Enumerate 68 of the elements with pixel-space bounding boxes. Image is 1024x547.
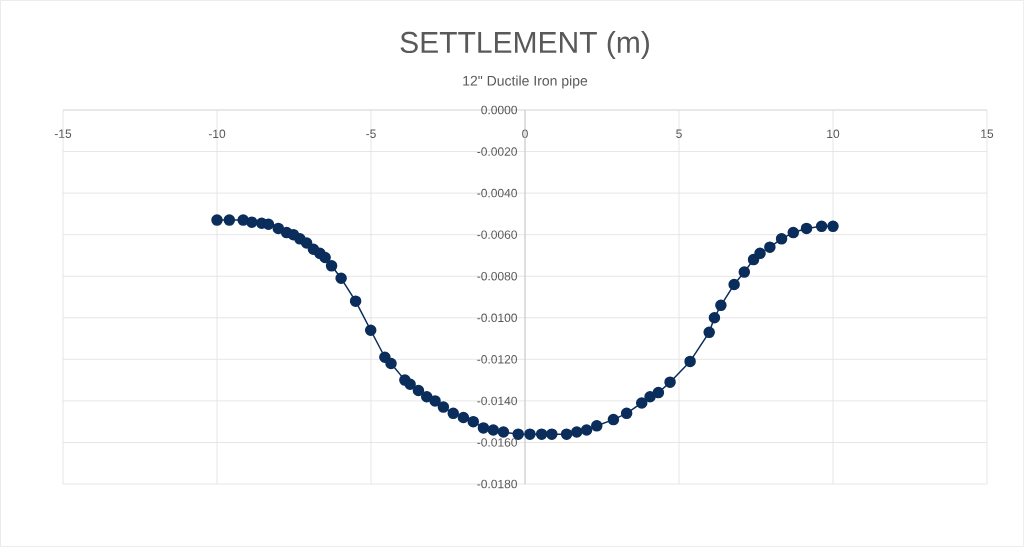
point [635, 397, 648, 409]
point [512, 428, 524, 440]
point [211, 214, 223, 226]
point [764, 241, 776, 253]
x-tick-label: -5 [366, 129, 376, 138]
point [708, 312, 721, 324]
point [385, 357, 397, 370]
y-tick-label: -0.0160 [477, 438, 518, 447]
point [223, 214, 236, 226]
point [364, 324, 377, 336]
x-tick-label: 0 [522, 129, 528, 139]
y-tick-label: 0.0000 [481, 105, 518, 115]
point [447, 407, 459, 420]
y-tick-label: -0.0080 [477, 271, 518, 281]
chart-title: SETTLEMENT (m) [400, 31, 649, 59]
point [535, 428, 548, 440]
point [319, 251, 331, 264]
y-tick-label: -0.0040 [477, 188, 518, 198]
point [644, 390, 656, 403]
y-tick-label: -0.0140 [477, 396, 518, 406]
point [477, 422, 490, 434]
point [349, 295, 362, 307]
point [800, 222, 813, 235]
point [300, 237, 313, 249]
y-tick-label: -0.0180 [477, 479, 518, 489]
point [412, 384, 425, 397]
point [325, 260, 338, 272]
point [487, 424, 500, 436]
point [591, 420, 603, 432]
point [560, 428, 573, 440]
point [728, 278, 740, 291]
point [754, 247, 766, 260]
point [815, 220, 828, 233]
point [467, 415, 480, 428]
point [524, 428, 536, 440]
point [703, 326, 715, 339]
point [775, 233, 788, 245]
y-tick-label: -0.0120 [477, 355, 518, 364]
point [652, 386, 665, 399]
point [827, 220, 839, 233]
point [580, 424, 593, 436]
point [246, 216, 258, 228]
point [715, 299, 727, 312]
point [272, 222, 285, 235]
point [546, 428, 558, 440]
point [664, 376, 676, 388]
x-tick-label: 10 [827, 129, 840, 139]
point [421, 390, 433, 403]
point [437, 401, 450, 413]
point [335, 272, 347, 285]
point [404, 378, 416, 391]
point [684, 355, 696, 368]
x-tick-label: 5 [676, 129, 682, 138]
x-tick-label: 15 [981, 129, 994, 138]
point [457, 411, 470, 424]
point [620, 407, 633, 420]
y-tick-label: -0.0020 [477, 147, 518, 156]
point [497, 426, 510, 438]
point [738, 266, 751, 278]
x-tick-label: -10 [208, 129, 226, 139]
point [429, 395, 441, 407]
point [787, 226, 800, 239]
y-tick-label: -0.0100 [477, 313, 518, 323]
chart-subtitle: 12" Ductile Iron pipe [463, 75, 588, 89]
point [571, 426, 583, 438]
y-tick-label: -0.0060 [477, 230, 518, 239]
x-tick-label: -15 [54, 129, 72, 138]
point [607, 413, 620, 426]
